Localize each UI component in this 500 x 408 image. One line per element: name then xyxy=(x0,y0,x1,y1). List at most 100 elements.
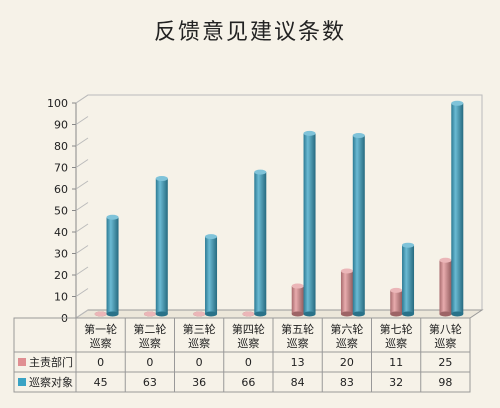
bar-base-1-2 xyxy=(205,311,218,317)
bar-top-0-0 xyxy=(94,311,107,317)
bar-top-1-3 xyxy=(254,169,267,175)
x-tick-label-line2: 巡察 xyxy=(287,336,309,350)
bar-base-1-7 xyxy=(451,311,464,317)
bar-1-1 xyxy=(155,178,168,314)
bar-top-0-3 xyxy=(242,311,255,317)
bar-top-0-5 xyxy=(340,268,353,274)
bar-0-7 xyxy=(439,260,452,314)
x-tick-label-line2: 巡察 xyxy=(237,336,259,350)
data-label-0-7: 25 xyxy=(438,356,452,369)
bar-1-2 xyxy=(205,236,218,314)
x-tick-label: 第四轮 xyxy=(232,322,265,336)
y-tick-depth xyxy=(75,137,89,147)
y-tick-depth xyxy=(75,116,89,125)
x-tick-label-line2: 巡察 xyxy=(139,336,161,350)
x-tick-label-line2: 巡察 xyxy=(90,336,112,350)
bar-top-0-7 xyxy=(439,257,452,263)
bar-1-0 xyxy=(106,217,119,314)
y-tick-depth xyxy=(75,245,89,254)
bar-base-1-3 xyxy=(254,311,267,317)
bar-base-1-6 xyxy=(402,311,415,317)
x-tick-label: 第一轮 xyxy=(84,322,117,336)
y-tick-label: 10 xyxy=(54,291,68,304)
y-tick-label: 90 xyxy=(54,119,68,132)
x-tick-label: 第二轮 xyxy=(133,322,166,336)
bar-base-0-5 xyxy=(340,311,353,317)
bar-top-0-1 xyxy=(143,311,156,317)
y-tick-label: 20 xyxy=(54,269,68,282)
bar-top-1-5 xyxy=(352,133,365,139)
data-label-0-5: 20 xyxy=(340,356,354,369)
y-tick-label: 100 xyxy=(47,97,68,110)
data-label-1-3: 66 xyxy=(241,376,255,389)
bar-top-1-0 xyxy=(106,214,119,220)
bar-base-1-4 xyxy=(303,311,316,317)
bar-0-4 xyxy=(291,286,304,314)
x-tick-label-line2: 巡察 xyxy=(336,336,358,350)
y-tick-label: 50 xyxy=(54,205,68,218)
y-tick-depth xyxy=(75,223,89,233)
bar-1-7 xyxy=(451,103,464,314)
bar-1-6 xyxy=(402,245,415,314)
data-label-1-2: 36 xyxy=(192,376,206,389)
bar-0-6 xyxy=(390,290,403,314)
bar-1-4 xyxy=(303,133,316,314)
data-label-0-1: 0 xyxy=(146,356,153,369)
x-tick-label: 第八轮 xyxy=(429,322,462,336)
y-tick-depth xyxy=(75,288,89,297)
data-label-1-5: 83 xyxy=(340,376,354,389)
y-tick-label: 80 xyxy=(54,140,68,153)
bar-top-1-7 xyxy=(451,100,464,106)
x-tick-label: 第六轮 xyxy=(330,322,363,336)
data-label-1-4: 84 xyxy=(291,376,305,389)
data-label-0-4: 13 xyxy=(291,356,305,369)
y-tick-depth xyxy=(75,309,89,319)
x-tick-label-line2: 巡察 xyxy=(434,336,456,350)
data-label-0-3: 0 xyxy=(245,356,252,369)
bar-top-1-6 xyxy=(402,242,415,248)
data-label-1-1: 63 xyxy=(143,376,157,389)
y-tick-label: 60 xyxy=(54,183,68,196)
x-tick-label: 第七轮 xyxy=(380,322,413,336)
bar-top-1-2 xyxy=(205,234,218,240)
bar-base-0-7 xyxy=(439,311,452,317)
bar-1-3 xyxy=(254,172,267,314)
bar-0-5 xyxy=(340,271,353,314)
data-label-1-0: 45 xyxy=(94,376,108,389)
bar-top-0-6 xyxy=(390,287,403,293)
y-tick-depth xyxy=(75,266,89,276)
bar-top-1-1 xyxy=(155,176,168,182)
bar-base-1-0 xyxy=(106,311,119,317)
bar-base-0-4 xyxy=(291,311,304,317)
legend-label-1: 巡察对象 xyxy=(29,375,73,389)
plot-floor xyxy=(74,309,484,319)
bar-top-1-4 xyxy=(303,130,316,136)
x-tick-label-line2: 巡察 xyxy=(385,336,407,350)
y-tick-depth xyxy=(75,180,89,190)
data-label-1-6: 32 xyxy=(389,376,403,389)
data-label-0-2: 0 xyxy=(196,356,203,369)
bar-base-0-6 xyxy=(390,311,403,317)
data-label-0-6: 11 xyxy=(389,356,403,369)
x-tick-label-line2: 巡察 xyxy=(188,336,210,350)
bar-top-0-4 xyxy=(291,283,304,289)
chart-title: 反馈意见建议条数 xyxy=(153,20,346,45)
y-tick-label: 40 xyxy=(54,226,68,239)
y-tick-label: 30 xyxy=(54,248,68,261)
data-label-1-7: 98 xyxy=(438,376,452,389)
plot-back-wall xyxy=(75,94,483,319)
x-tick-label: 第三轮 xyxy=(183,322,216,336)
y-tick-depth xyxy=(75,159,89,168)
bar-1-5 xyxy=(352,135,365,314)
x-tick-label: 第五轮 xyxy=(281,322,314,336)
y-tick-label: 70 xyxy=(54,162,68,175)
legend-swatch-1 xyxy=(18,378,26,386)
data-label-0-0: 0 xyxy=(97,356,104,369)
bar-base-1-1 xyxy=(155,311,168,317)
y-tick-depth xyxy=(75,202,89,211)
bar-base-1-5 xyxy=(352,311,365,317)
legend-label-0: 主责部门 xyxy=(29,355,73,369)
y-tick-depth xyxy=(75,94,89,104)
legend-swatch-0 xyxy=(18,358,26,366)
